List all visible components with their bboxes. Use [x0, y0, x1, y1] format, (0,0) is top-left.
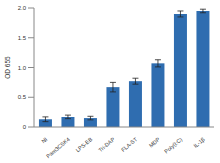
svg-text:NI: NI [40, 136, 48, 144]
svg-text:LPS-EB: LPS-EB [75, 136, 94, 153]
svg-text:FLA-ST: FLA-ST [120, 136, 139, 153]
svg-text:0.5: 0.5 [18, 94, 27, 100]
svg-text:1.5: 1.5 [18, 35, 27, 41]
svg-text:2.0: 2.0 [18, 5, 27, 11]
svg-text:IL-1β: IL-1β [192, 136, 206, 149]
svg-text:OD 655: OD 655 [8, 56, 11, 79]
svg-text:MDP: MDP [148, 136, 161, 149]
svg-text:0: 0 [23, 124, 27, 130]
svg-text:Pam3CSK4: Pam3CSK4 [45, 136, 71, 159]
svg-text:Poly(I:C): Poly(I:C) [163, 136, 183, 154]
svg-text:Tri-DAP: Tri-DAP [97, 136, 116, 153]
svg-text:1.0: 1.0 [18, 65, 27, 71]
